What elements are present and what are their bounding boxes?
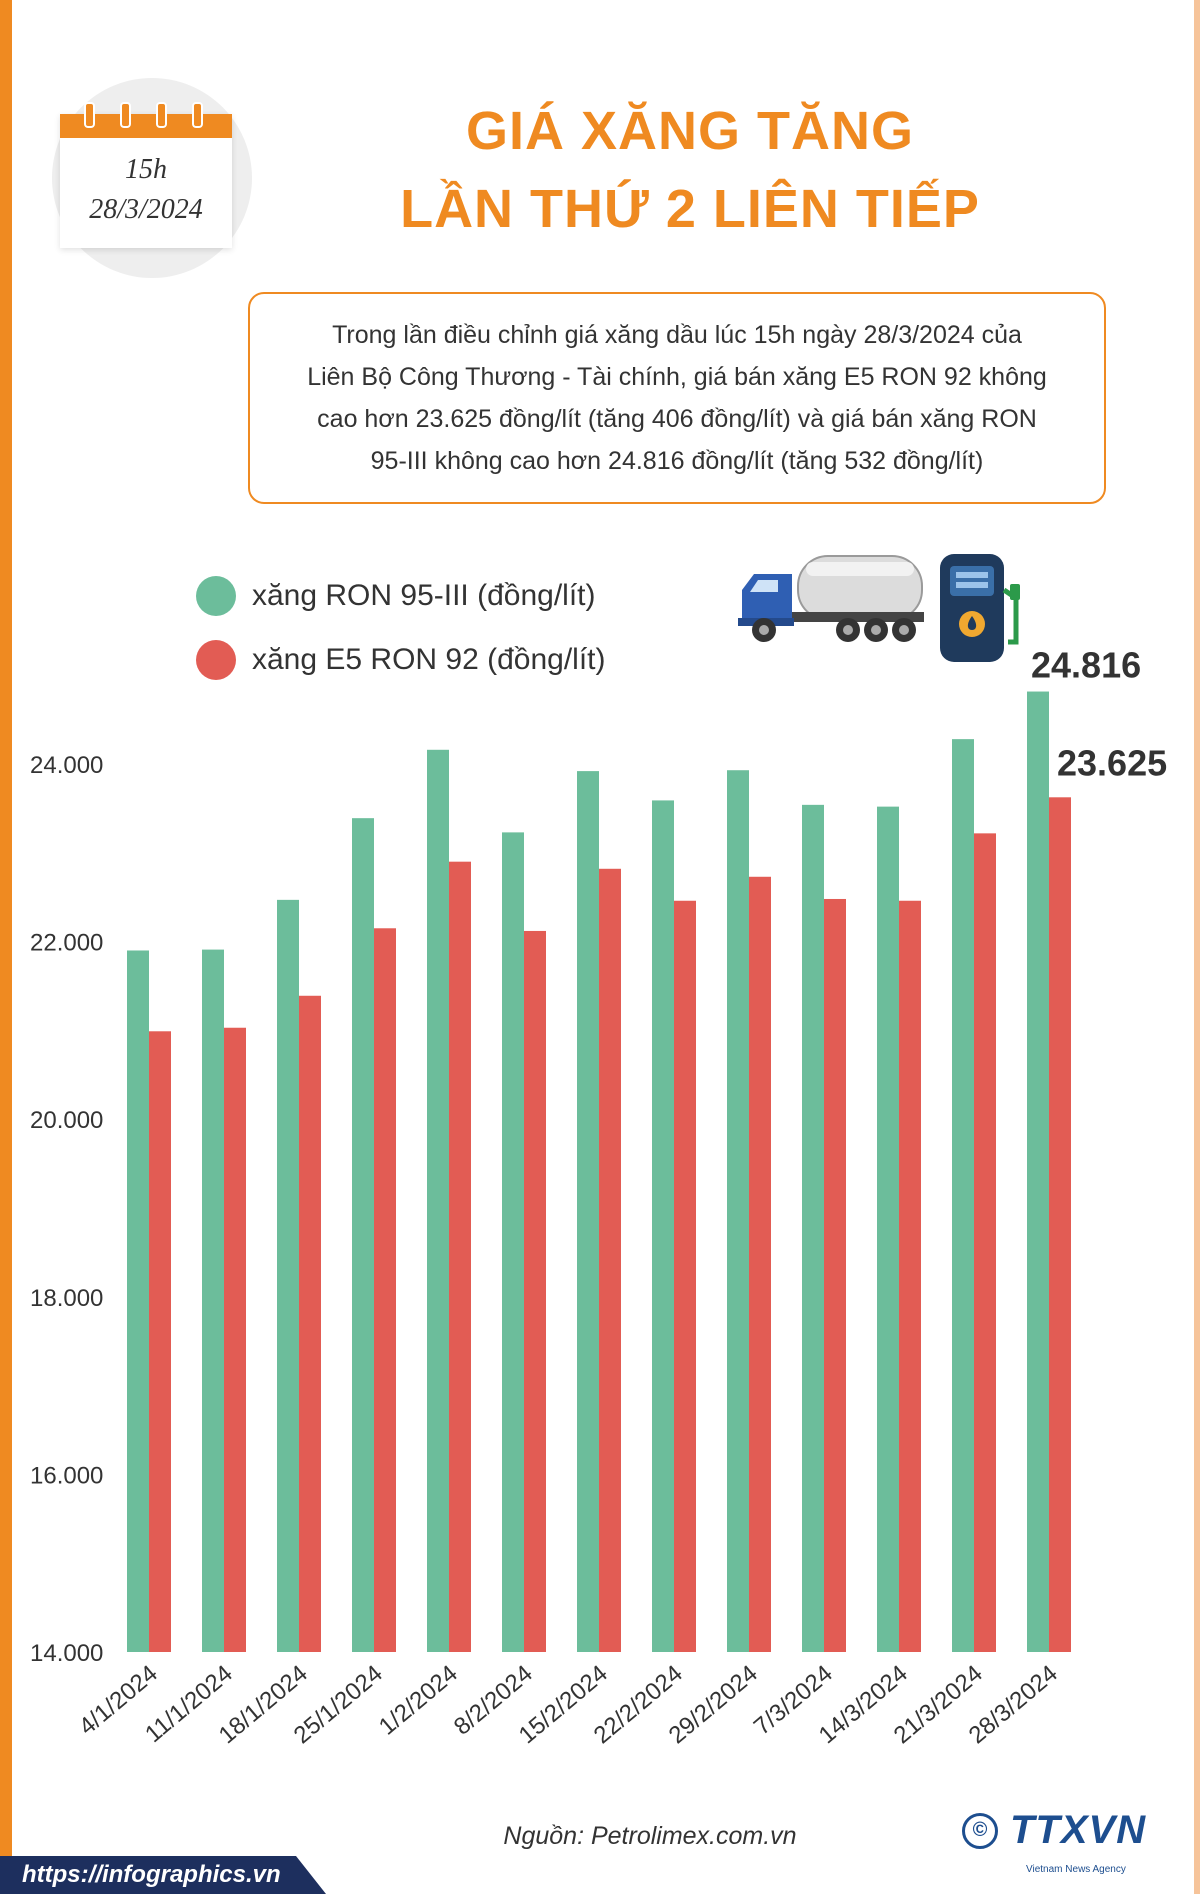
page-title-line-2: LẦN THỨ 2 LIÊN TIẾP	[400, 179, 980, 239]
legend-swatch-ron95	[196, 576, 236, 616]
page-title-line-1: GIÁ XĂNG TĂNG	[465, 101, 914, 161]
bar-e5ron92	[224, 1027, 246, 1652]
x-tick-label: 1/2/2024	[374, 1660, 463, 1741]
y-tick-label: 14.000	[30, 1640, 103, 1667]
x-axis: 4/1/202411/1/202418/1/202425/1/20241/2/2…	[74, 1660, 1063, 1749]
bar-ron95	[952, 739, 974, 1652]
y-tick-label: 22.000	[30, 930, 103, 957]
calendar-ring	[84, 102, 95, 128]
right-border	[1194, 0, 1200, 1894]
bar-ron95	[127, 950, 149, 1652]
source-note: Nguồn: Petrolimex.com.vn	[503, 1822, 797, 1850]
calendar-ring	[120, 102, 131, 128]
bar-ron95	[202, 949, 224, 1652]
footer-url-link[interactable]: https://infographics.vn	[22, 1861, 281, 1888]
summary-text: Trong lần điều chỉnh giá xăng dầu lúc 15…	[307, 314, 1047, 482]
bar-ron95	[652, 800, 674, 1652]
summary-line: Liên Bộ Công Thương - Tài chính, giá bán…	[307, 363, 1047, 391]
left-border	[0, 0, 12, 1894]
bar-ron95	[277, 899, 299, 1652]
calendar-ring	[192, 102, 203, 128]
fuel-tanker-truck-icon	[738, 555, 924, 642]
bar-ron95	[877, 806, 899, 1652]
summary-line: cao hơn 23.625 đồng/lít (tăng 406 đồng/l…	[317, 405, 1037, 433]
legend-item-ron95: xăng RON 95-III (đồng/lít)	[196, 574, 595, 618]
calendar-ring	[156, 102, 167, 128]
bar-e5ron92	[374, 928, 396, 1652]
bar-e5ron92	[824, 898, 846, 1652]
summary-line: 95-III không cao hơn 24.816 đồng/lít (tă…	[370, 447, 984, 475]
summary-box: Trong lần điều chỉnh giá xăng dầu lúc 15…	[248, 292, 1106, 504]
logo-subtitle: Vietnam News Agency	[1026, 1864, 1126, 1875]
series-ron95	[127, 691, 1049, 1652]
logo-text: TTXVN	[1010, 1808, 1147, 1852]
bar-e5ron92	[149, 1031, 171, 1652]
y-tick-label: 20.000	[30, 1107, 103, 1134]
y-axis: 14.000 16.000 18.000 20.000 22.000 24.000	[30, 752, 103, 1667]
bar-e5ron92	[299, 995, 321, 1652]
bar-e5ron92	[749, 876, 771, 1652]
calendar-time: 15h	[125, 154, 167, 185]
bar-ron95	[727, 770, 749, 1652]
bar-e5ron92	[524, 930, 546, 1652]
footer-bar	[0, 1856, 326, 1894]
bar-e5ron92	[899, 900, 921, 1652]
series-e5ron92	[149, 797, 1071, 1652]
calendar-icon: 15h 28/3/2024	[60, 102, 232, 248]
y-tick-label: 24.000	[30, 752, 103, 779]
bar-ron95	[802, 804, 824, 1652]
bar-ron95	[427, 749, 449, 1652]
ttxvn-logo: © TTXVN	[962, 1808, 1146, 1853]
bar-e5ron92	[599, 868, 621, 1652]
bar-ron95	[1027, 691, 1049, 1652]
bar-e5ron92	[1049, 797, 1071, 1652]
legend-label-e5ron92: xăng E5 RON 92 (đồng/lít)	[252, 643, 606, 676]
bar-ron95	[502, 832, 524, 1652]
legend-item-e5ron92: xăng E5 RON 92 (đồng/lít)	[196, 638, 606, 682]
fuel-pump-icon	[940, 554, 1020, 662]
bar-e5ron92	[449, 861, 471, 1652]
data-label-e5ron92-last: 23.625	[1057, 742, 1167, 783]
legend-swatch-e5ron92	[196, 640, 236, 680]
legend-label-ron95: xăng RON 95-III (đồng/lít)	[252, 579, 596, 612]
copyright-icon: ©	[962, 1812, 998, 1849]
summary-line: Trong lần điều chỉnh giá xăng dầu lúc 15…	[332, 321, 1022, 349]
bar-ron95	[352, 818, 374, 1652]
data-label-ron95-last: 24.816	[1031, 645, 1141, 686]
y-tick-label: 16.000	[30, 1462, 103, 1489]
bar-e5ron92	[974, 833, 996, 1652]
bar-ron95	[577, 771, 599, 1652]
calendar-date: 28/3/2024	[89, 194, 203, 225]
bar-e5ron92	[674, 900, 696, 1652]
data-labels: 24.816 23.625	[1031, 645, 1167, 784]
y-tick-label: 18.000	[30, 1285, 103, 1312]
